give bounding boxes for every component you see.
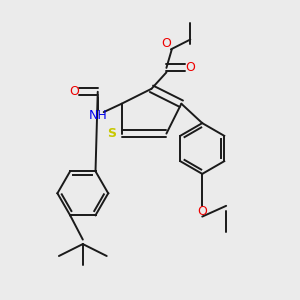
Text: O: O <box>185 61 195 74</box>
Text: NH: NH <box>88 109 107 122</box>
Text: S: S <box>107 127 116 140</box>
Text: O: O <box>69 85 79 98</box>
Text: O: O <box>197 205 207 218</box>
Text: O: O <box>161 38 171 50</box>
